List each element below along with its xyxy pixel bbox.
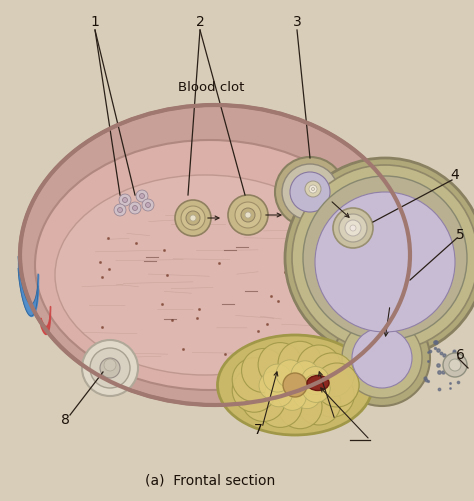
Circle shape	[291, 361, 319, 389]
Circle shape	[278, 382, 306, 410]
Circle shape	[310, 373, 354, 417]
Text: 1: 1	[91, 15, 100, 29]
Circle shape	[258, 383, 302, 427]
Circle shape	[278, 341, 322, 385]
Circle shape	[285, 158, 474, 358]
Circle shape	[136, 190, 148, 202]
Circle shape	[146, 202, 151, 207]
Circle shape	[258, 343, 302, 387]
Circle shape	[350, 225, 356, 231]
Circle shape	[133, 205, 137, 210]
Circle shape	[339, 214, 367, 242]
Circle shape	[190, 215, 196, 221]
Circle shape	[175, 200, 211, 236]
Circle shape	[345, 220, 361, 236]
Circle shape	[310, 353, 354, 397]
Text: 7: 7	[254, 423, 263, 437]
Circle shape	[302, 374, 330, 402]
Circle shape	[315, 363, 359, 407]
Circle shape	[290, 172, 330, 212]
Circle shape	[265, 379, 293, 407]
Text: 6: 6	[456, 348, 465, 362]
Ellipse shape	[35, 140, 385, 390]
Circle shape	[259, 372, 287, 400]
Circle shape	[275, 157, 345, 227]
Circle shape	[283, 373, 307, 397]
Circle shape	[242, 349, 285, 392]
Text: 4: 4	[451, 168, 459, 182]
Circle shape	[186, 211, 200, 225]
Circle shape	[334, 310, 430, 406]
Circle shape	[276, 360, 304, 388]
Circle shape	[100, 358, 120, 378]
Circle shape	[443, 353, 467, 377]
Circle shape	[292, 165, 474, 351]
Circle shape	[139, 193, 145, 198]
Circle shape	[235, 202, 261, 228]
Circle shape	[449, 359, 461, 371]
Circle shape	[264, 364, 292, 392]
Circle shape	[114, 204, 126, 216]
Circle shape	[305, 181, 321, 197]
Ellipse shape	[307, 376, 329, 390]
Circle shape	[311, 187, 315, 190]
Ellipse shape	[20, 105, 410, 405]
Circle shape	[315, 363, 359, 407]
Circle shape	[282, 164, 338, 220]
Circle shape	[122, 197, 128, 202]
Circle shape	[142, 199, 154, 211]
Circle shape	[82, 340, 138, 396]
Circle shape	[297, 345, 341, 389]
Circle shape	[232, 368, 276, 412]
Circle shape	[342, 318, 422, 398]
Text: (a)  Frontal section: (a) Frontal section	[145, 473, 275, 487]
Circle shape	[104, 359, 116, 371]
Text: 2: 2	[196, 15, 204, 29]
Circle shape	[228, 195, 268, 235]
Circle shape	[333, 208, 373, 248]
Circle shape	[181, 206, 205, 230]
Circle shape	[302, 374, 330, 402]
Circle shape	[303, 176, 467, 340]
Ellipse shape	[55, 175, 355, 375]
Circle shape	[278, 385, 322, 429]
Circle shape	[352, 328, 412, 388]
Circle shape	[90, 348, 130, 388]
Circle shape	[309, 185, 317, 193]
Circle shape	[315, 192, 455, 332]
Circle shape	[119, 194, 131, 206]
Circle shape	[301, 367, 329, 395]
Text: Blood clot: Blood clot	[178, 81, 244, 94]
Circle shape	[245, 212, 251, 218]
Ellipse shape	[218, 335, 373, 435]
Text: 5: 5	[456, 228, 465, 242]
Circle shape	[297, 381, 341, 425]
Text: 3: 3	[292, 15, 301, 29]
Circle shape	[293, 381, 321, 409]
Circle shape	[129, 202, 141, 214]
Text: 8: 8	[61, 413, 69, 427]
Circle shape	[118, 207, 122, 212]
Circle shape	[241, 208, 255, 222]
Circle shape	[242, 377, 285, 421]
Circle shape	[232, 358, 276, 402]
